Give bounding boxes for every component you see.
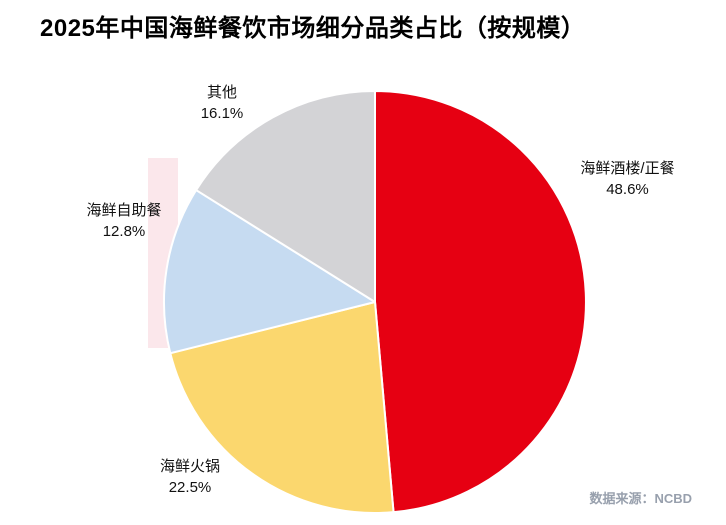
slice-name: 其他	[206, 84, 237, 101]
slice-value: 16.1%	[200, 105, 244, 122]
slice-name: 海鲜酒楼/正餐	[580, 160, 675, 177]
pie-slice	[163, 189, 376, 355]
slice-name: 海鲜火锅	[159, 458, 220, 475]
chart-title: 2025年中国海鲜餐饮市场细分品类占比（按规模）	[40, 15, 586, 42]
data-source: 数据来源：NCBD	[589, 491, 692, 506]
slice-label-hotpot: 海鲜火锅 22.5%	[120, 456, 260, 498]
slice-value: 12.8%	[102, 223, 146, 240]
pie-slice	[169, 301, 395, 514]
pie-chart	[163, 90, 587, 514]
slice-label-other: 其他 16.1%	[152, 82, 292, 124]
pie-slice	[374, 90, 587, 514]
slice-label-buffet: 海鲜自助餐 12.8%	[54, 200, 194, 242]
slice-label-restaurant: 海鲜酒楼/正餐 48.6%	[555, 158, 700, 200]
slice-name: 海鲜自助餐	[86, 202, 162, 219]
slice-value: 22.5%	[168, 479, 212, 496]
pie-slice	[195, 90, 376, 303]
slice-value: 48.6%	[606, 181, 649, 198]
